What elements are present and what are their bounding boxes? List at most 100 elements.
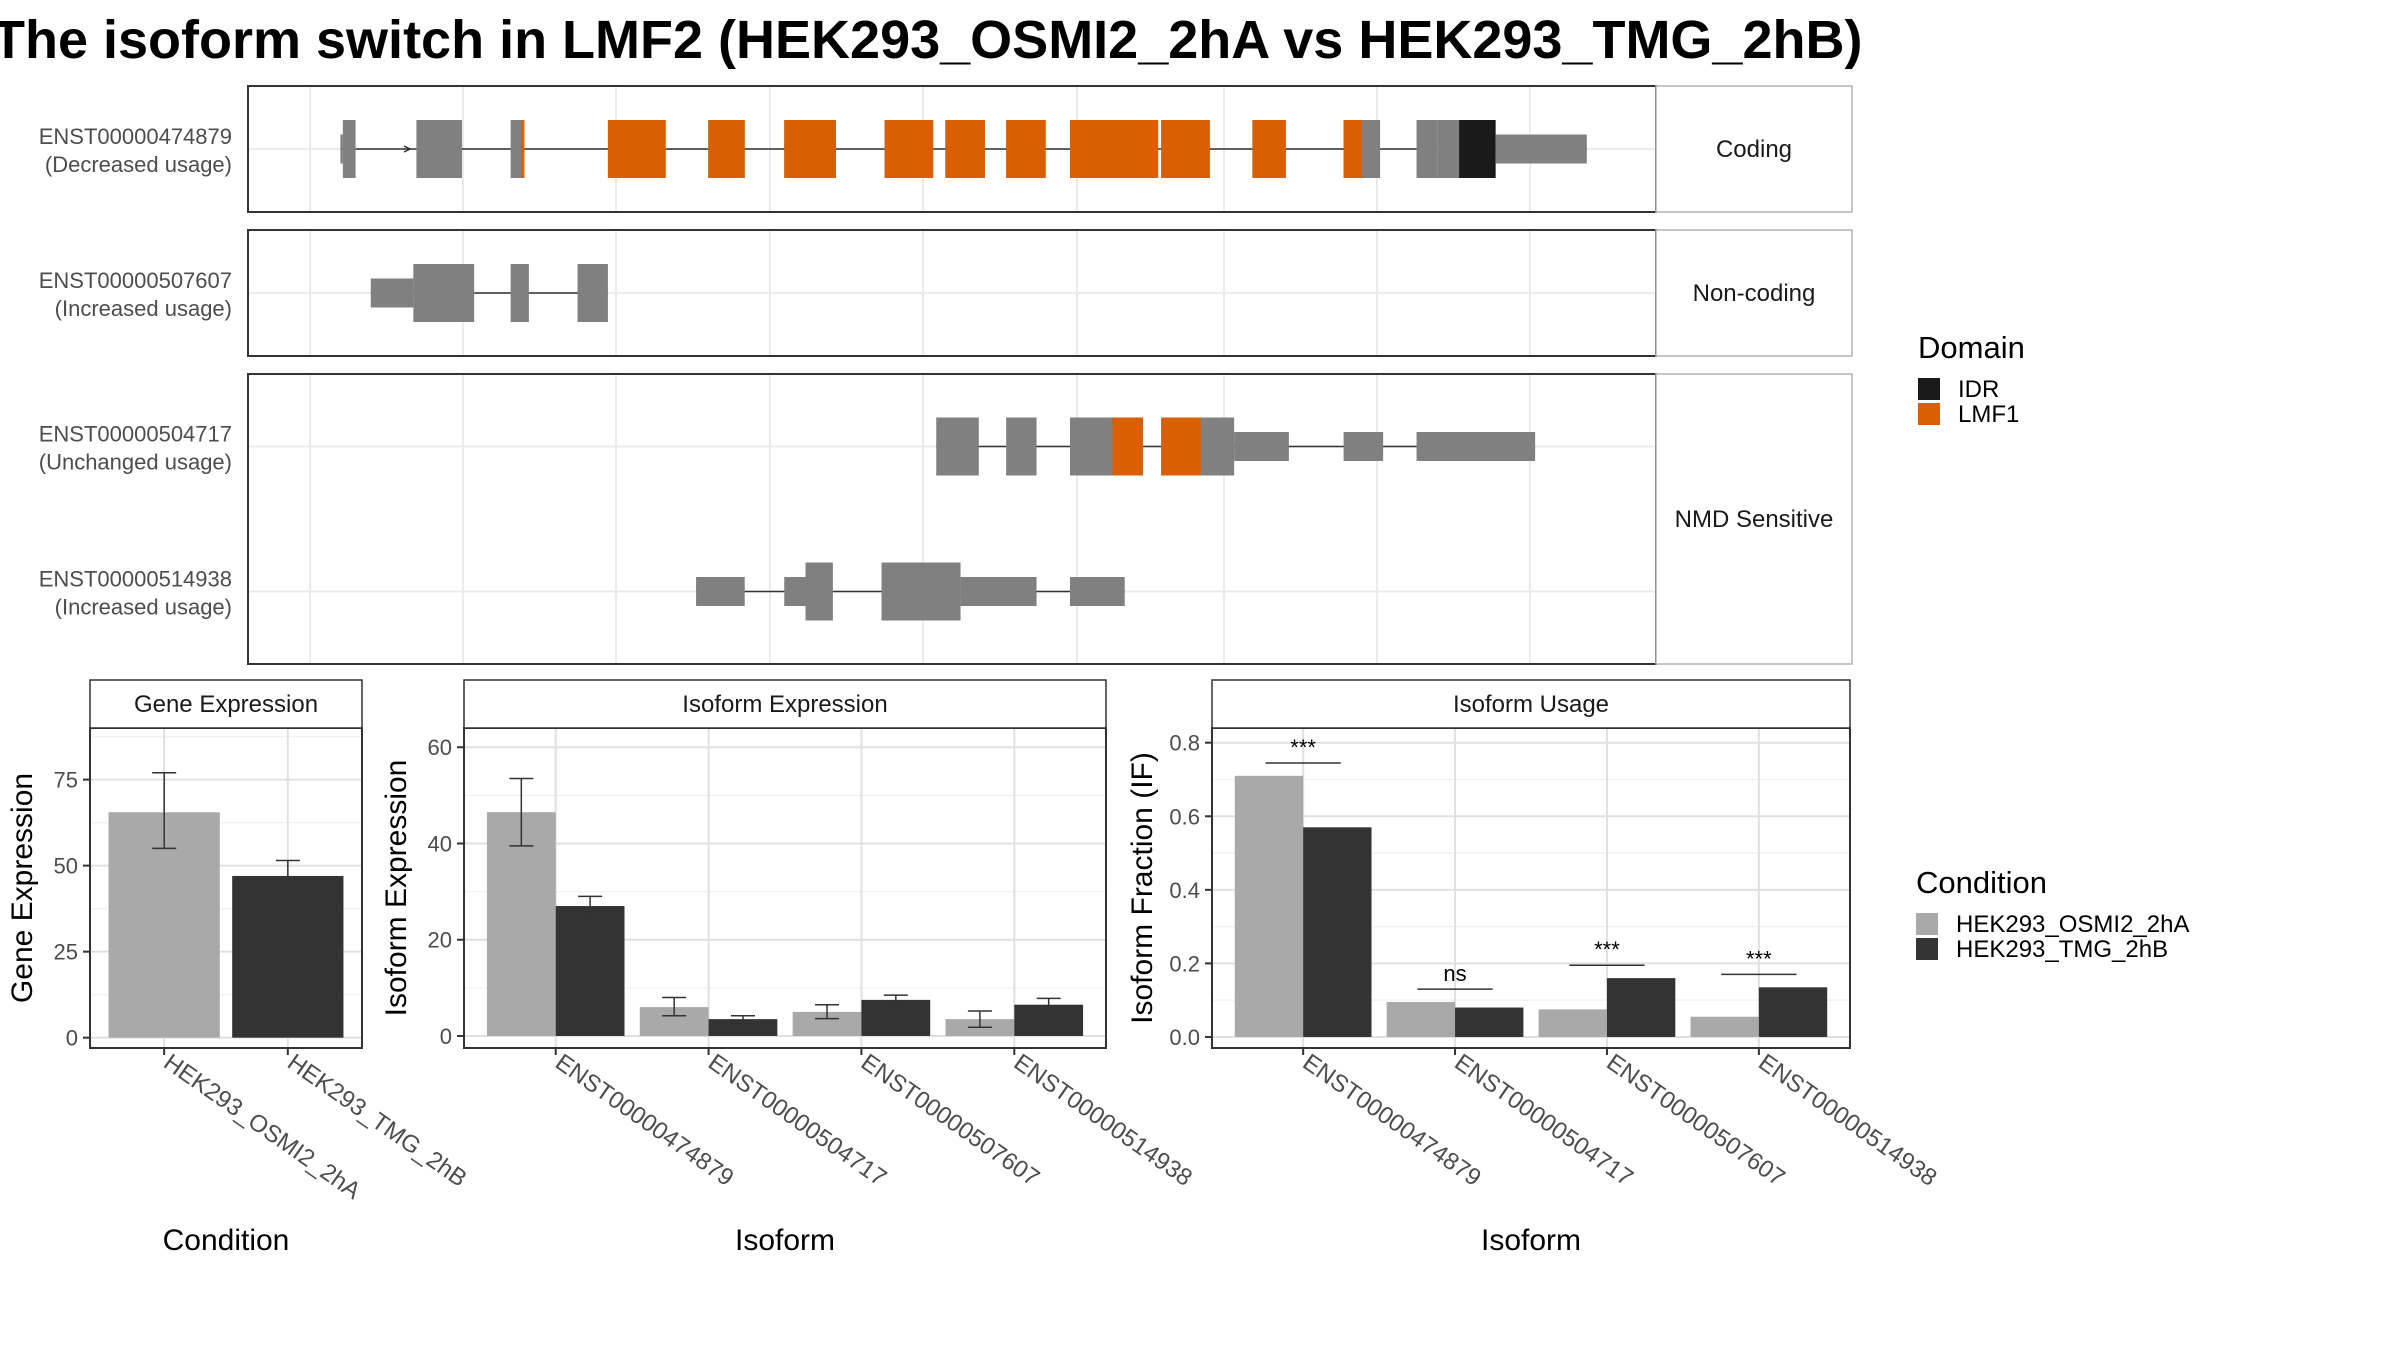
x-axis-title: Condition — [163, 1224, 290, 1257]
figure-title: The isoform switch in LMF2 (HEK293_OSMI2… — [0, 10, 1862, 70]
exon-utr — [340, 134, 343, 164]
significance-label: *** — [1594, 937, 1620, 962]
facet-strip — [1655, 85, 1853, 213]
bar — [1758, 987, 1828, 1037]
exon-utr — [696, 577, 745, 606]
expression-charts: Gene Expression0255075HEK293_OSMI2_2hAHE… — [6, 679, 1942, 1257]
y-tick-label: 0.6 — [1169, 804, 1200, 829]
transcript-panel-1: ENST00000474879 (Decreased usage) Coding — [39, 85, 1853, 213]
transcript-usage-label: (Increased usage) — [55, 595, 232, 620]
exon-utr — [1234, 432, 1289, 461]
y-tick-label: 0.2 — [1169, 951, 1200, 976]
bar — [1303, 827, 1372, 1037]
domain-lmf1 — [1006, 120, 1046, 178]
transcript-usage-label: (Increased usage) — [55, 296, 232, 321]
transcript-usage-label: (Unchanged usage) — [39, 450, 232, 475]
y-axis-title: Isoform Expression — [380, 760, 413, 1017]
legend-key — [1916, 938, 1938, 960]
transcript-panel-2: ENST00000507607 (Increased usage) Non-codi… — [39, 229, 1853, 357]
bar — [708, 1019, 778, 1036]
domain-lmf1 — [607, 120, 666, 178]
domain-lmf1 — [884, 120, 934, 178]
legend-key — [1918, 378, 1940, 400]
exon-coding — [510, 120, 525, 178]
exon-coding — [1416, 120, 1438, 178]
x-tick-label: HEK293_OSMI2_2hA — [159, 1049, 366, 1205]
domain-lmf1 — [1070, 120, 1159, 178]
exon-coding — [936, 417, 979, 476]
bar — [1690, 1016, 1759, 1037]
transcript-usage-label: (Decreased usage) — [45, 152, 232, 177]
transcript-structure-panels: ENST00000474879(Decreased usage)CodingEN… — [39, 85, 1853, 665]
y-axis-title: Gene Expression — [6, 773, 39, 1003]
transcript-id-label: ENST00000507607 — [39, 268, 232, 293]
facet-strip — [463, 679, 1107, 729]
facet-strip-label: Non-coding — [1693, 280, 1816, 307]
chart-isoform-expression: Isoform Expression0204060ENST00000474879… — [380, 679, 1197, 1257]
legend-label: HEK293_TMG_2hB — [1956, 936, 2168, 963]
exon-coding — [1006, 417, 1037, 476]
transcript-id-label: ENST00000474879 — [39, 124, 232, 149]
domain-idr — [1459, 120, 1496, 178]
exon-utr — [370, 278, 414, 308]
legend-key — [1918, 403, 1940, 425]
exon-coding — [416, 120, 462, 178]
facet-strip — [1655, 373, 1853, 665]
exon-coding — [342, 120, 356, 178]
exon-coding — [413, 264, 475, 322]
chart-gene-expression: Gene Expression0255075HEK293_OSMI2_2hAHE… — [6, 679, 472, 1257]
domain-lmf1 — [945, 120, 985, 178]
facet-strip-label: Gene Expression — [134, 691, 318, 718]
y-tick-label: 20 — [428, 928, 452, 953]
exon-utr — [1495, 134, 1587, 164]
domain-lmf1 — [1343, 120, 1362, 178]
y-tick-label: 25 — [54, 940, 78, 965]
domain-lmf1 — [1112, 417, 1143, 476]
exon-utr — [1343, 432, 1384, 461]
exon-coding — [577, 264, 608, 322]
exon-utr — [960, 577, 1037, 606]
legend-title: Domain — [1918, 330, 2025, 365]
bar — [1538, 1009, 1607, 1037]
transcript-id-label: ENST00000514938 — [39, 567, 232, 592]
domain-lmf1 — [1252, 120, 1286, 178]
y-tick-label: 50 — [54, 854, 78, 879]
facet-strip-label: Isoform Usage — [1453, 691, 1609, 718]
bar — [1234, 775, 1304, 1037]
bar — [486, 812, 556, 1036]
y-tick-label: 60 — [428, 735, 452, 760]
y-tick-label: 0.4 — [1169, 878, 1200, 903]
significance-label: ns — [1443, 961, 1466, 986]
legend-key — [1916, 913, 1938, 935]
exon-coding — [1070, 417, 1107, 476]
legend-label: HEK293_OSMI2_2hA — [1956, 911, 2189, 938]
x-axis-title: Isoform — [735, 1224, 835, 1257]
x-axis-title: Isoform — [1481, 1224, 1581, 1257]
y-tick-label: 0 — [440, 1024, 452, 1049]
chart-isoform-usage: ***ns*** ***Isoform Usage0.00.20.40.60.8E… — [1126, 679, 1942, 1257]
y-tick-label: 0.8 — [1169, 731, 1200, 756]
facet-strip-label: Coding — [1716, 136, 1792, 163]
direction-arrow — [403, 145, 412, 153]
y-tick-label: 75 — [54, 768, 78, 793]
domain-lmf1 — [521, 120, 525, 178]
significance-label: *** — [1746, 946, 1772, 971]
exon-coding — [881, 562, 961, 621]
bar — [108, 812, 220, 1038]
facet-strip — [89, 679, 363, 729]
domain-lmf1 — [708, 120, 745, 178]
legend-title: Condition — [1916, 865, 2047, 900]
bar — [1455, 1007, 1524, 1037]
legend-label: IDR — [1958, 376, 1999, 403]
y-axis-title: Isoform Fraction (IF) — [1126, 752, 1159, 1024]
exon-utr — [1416, 432, 1536, 461]
domain-lmf1 — [784, 120, 836, 178]
facet-strip-label: NMD Sensitive — [1675, 506, 1834, 533]
bar — [232, 875, 344, 1038]
bar — [1386, 1002, 1456, 1037]
facet-strip — [1655, 229, 1853, 357]
bar — [1606, 978, 1676, 1037]
